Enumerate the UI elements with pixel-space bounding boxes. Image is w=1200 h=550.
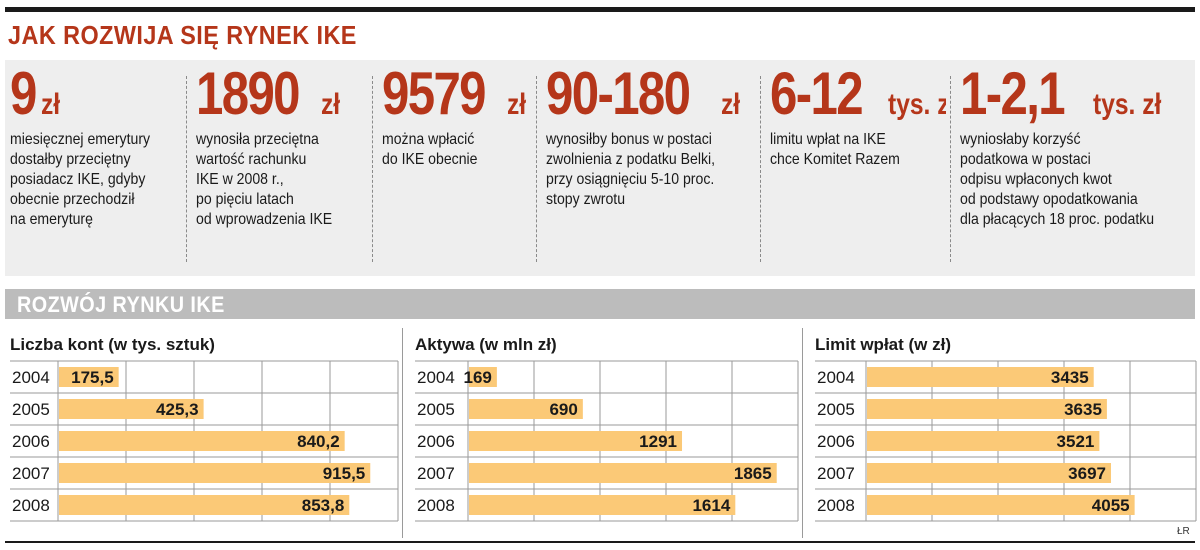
- category-label: 2005: [12, 400, 50, 419]
- fact-6-value: 1-2,1 tys. zł: [960, 64, 1192, 124]
- value-label: 3697: [1068, 464, 1106, 483]
- fact-3-description: można wpłacić do IKE obecnie: [382, 131, 478, 168]
- category-label: 2007: [817, 464, 855, 483]
- bar-2005: [867, 399, 1107, 419]
- value-label: 1291: [639, 432, 677, 451]
- fact-4: 90-180 zł wynosiłby bonus w postaci zwoln…: [546, 64, 756, 274]
- fact-4-description: wynosiłby bonus w postaci zwolnienia z p…: [546, 131, 716, 208]
- value-label: 169: [464, 368, 492, 387]
- chart-title: Limit wpłat (w zł): [815, 335, 951, 354]
- value-label: 175,5: [71, 368, 114, 387]
- author-credit: ŁR: [1177, 526, 1190, 537]
- value-label: 690: [549, 400, 577, 419]
- fact-4-number: 90-180: [546, 64, 691, 127]
- fact-1-value: 9 zł: [10, 64, 182, 124]
- fact-2-value: 1890 zł: [196, 64, 368, 124]
- fact-1-number: 9: [10, 64, 37, 127]
- bar-2006: [59, 431, 345, 451]
- fact-5-description: limitu wpłat na IKE chce Komitet Razem: [770, 131, 900, 168]
- bar-2007: [469, 463, 777, 483]
- value-label: 853,8: [302, 496, 345, 515]
- value-label: 3635: [1064, 400, 1102, 419]
- bar-2007: [59, 463, 371, 483]
- fact-6-number: 1-2,1: [960, 64, 1066, 127]
- category-label: 2006: [12, 432, 50, 451]
- value-label: 1865: [734, 464, 772, 483]
- fact-3-unit: zł: [507, 88, 527, 121]
- infographic-title: JAK ROZWIJA SIĘ RYNEK IKE: [8, 20, 357, 50]
- fact-3-value: 9579 zł: [382, 64, 532, 124]
- bar-2008: [867, 495, 1135, 515]
- category-label: 2006: [417, 432, 455, 451]
- fact-2: 1890 zł wynosiła przeciętna wartość rachu…: [196, 64, 368, 274]
- bar-2004: [469, 367, 497, 387]
- bar-2004: [867, 367, 1094, 387]
- fact-5: 6-12 tys. zł limitu wpłat na IKE chce Kom…: [770, 64, 946, 274]
- bar-2006: [867, 431, 1100, 451]
- category-label: 2005: [817, 400, 855, 419]
- bar-2008: [59, 495, 350, 515]
- fact-5-value: 6-12 tys. zł: [770, 64, 946, 124]
- fact-6-description: wyniosłaby korzyść podatkowa w postaci o…: [960, 131, 1155, 228]
- fact-5-unit: tys. zł: [888, 88, 946, 121]
- category-label: 2007: [417, 464, 455, 483]
- category-label: 2005: [417, 400, 455, 419]
- section-bar: ROZWÓJ RYNKU IKE: [5, 289, 1195, 319]
- fact-2-number: 1890: [196, 64, 301, 127]
- fact-separator: [950, 76, 951, 262]
- category-label: 2006: [817, 432, 855, 451]
- bar-2005: [59, 399, 204, 419]
- value-label: 425,3: [156, 400, 199, 419]
- value-label: 4055: [1092, 496, 1130, 515]
- fact-separator: [372, 76, 373, 262]
- category-label: 2004: [12, 368, 50, 387]
- chart-separator: [802, 328, 803, 538]
- category-label: 2007: [12, 464, 50, 483]
- fact-1-description: miesięcznej emerytury dostałby przeciętn…: [10, 131, 151, 228]
- fact-1-unit: zł: [41, 88, 61, 121]
- fact-4-value: 90-180 zł: [546, 64, 756, 124]
- chart-title: Liczba kont (w tys. sztuk): [10, 335, 215, 354]
- facts-band: [5, 60, 1195, 276]
- fact-separator: [186, 76, 187, 262]
- category-label: 2008: [12, 496, 50, 515]
- category-label: 2008: [417, 496, 455, 515]
- fact-4-unit: zł: [720, 88, 740, 121]
- fact-6: 1-2,1 tys. zł wyniosłaby korzyść podatkow…: [960, 64, 1192, 274]
- bar-2006: [469, 431, 683, 451]
- fact-separator: [760, 76, 761, 262]
- bar-2007: [867, 463, 1112, 483]
- value-label: 3435: [1051, 368, 1089, 387]
- category-label: 2008: [817, 496, 855, 515]
- fact-2-unit: zł: [321, 88, 341, 121]
- chart-title: Aktywa (w mln zł): [415, 335, 557, 354]
- value-label: 3521: [1057, 432, 1095, 451]
- value-label: 915,5: [323, 464, 366, 483]
- bar-2005: [469, 399, 583, 419]
- chart-separator: [402, 328, 403, 538]
- fact-3: 9579 zł można wpłacić do IKE obecnie: [382, 64, 532, 274]
- category-label: 2004: [417, 368, 455, 387]
- bar-2004: [59, 367, 119, 387]
- value-label: 1614: [692, 496, 730, 515]
- fact-6-unit: tys. zł: [1092, 88, 1162, 121]
- fact-separator: [536, 76, 537, 262]
- fact-1: 9 zł miesięcznej emerytury dostałby przec…: [10, 64, 182, 274]
- category-label: 2004: [817, 368, 855, 387]
- top-rule: [5, 7, 1195, 12]
- fact-3-number: 9579: [382, 64, 487, 127]
- bar-2008: [469, 495, 736, 515]
- section-title: ROZWÓJ RYNKU IKE: [17, 292, 225, 317]
- bottom-rule: [5, 541, 1195, 543]
- fact-2-description: wynosiła przeciętna wartość rachunku IKE…: [196, 131, 333, 228]
- value-label: 840,2: [297, 432, 340, 451]
- fact-5-number: 6-12: [770, 64, 864, 127]
